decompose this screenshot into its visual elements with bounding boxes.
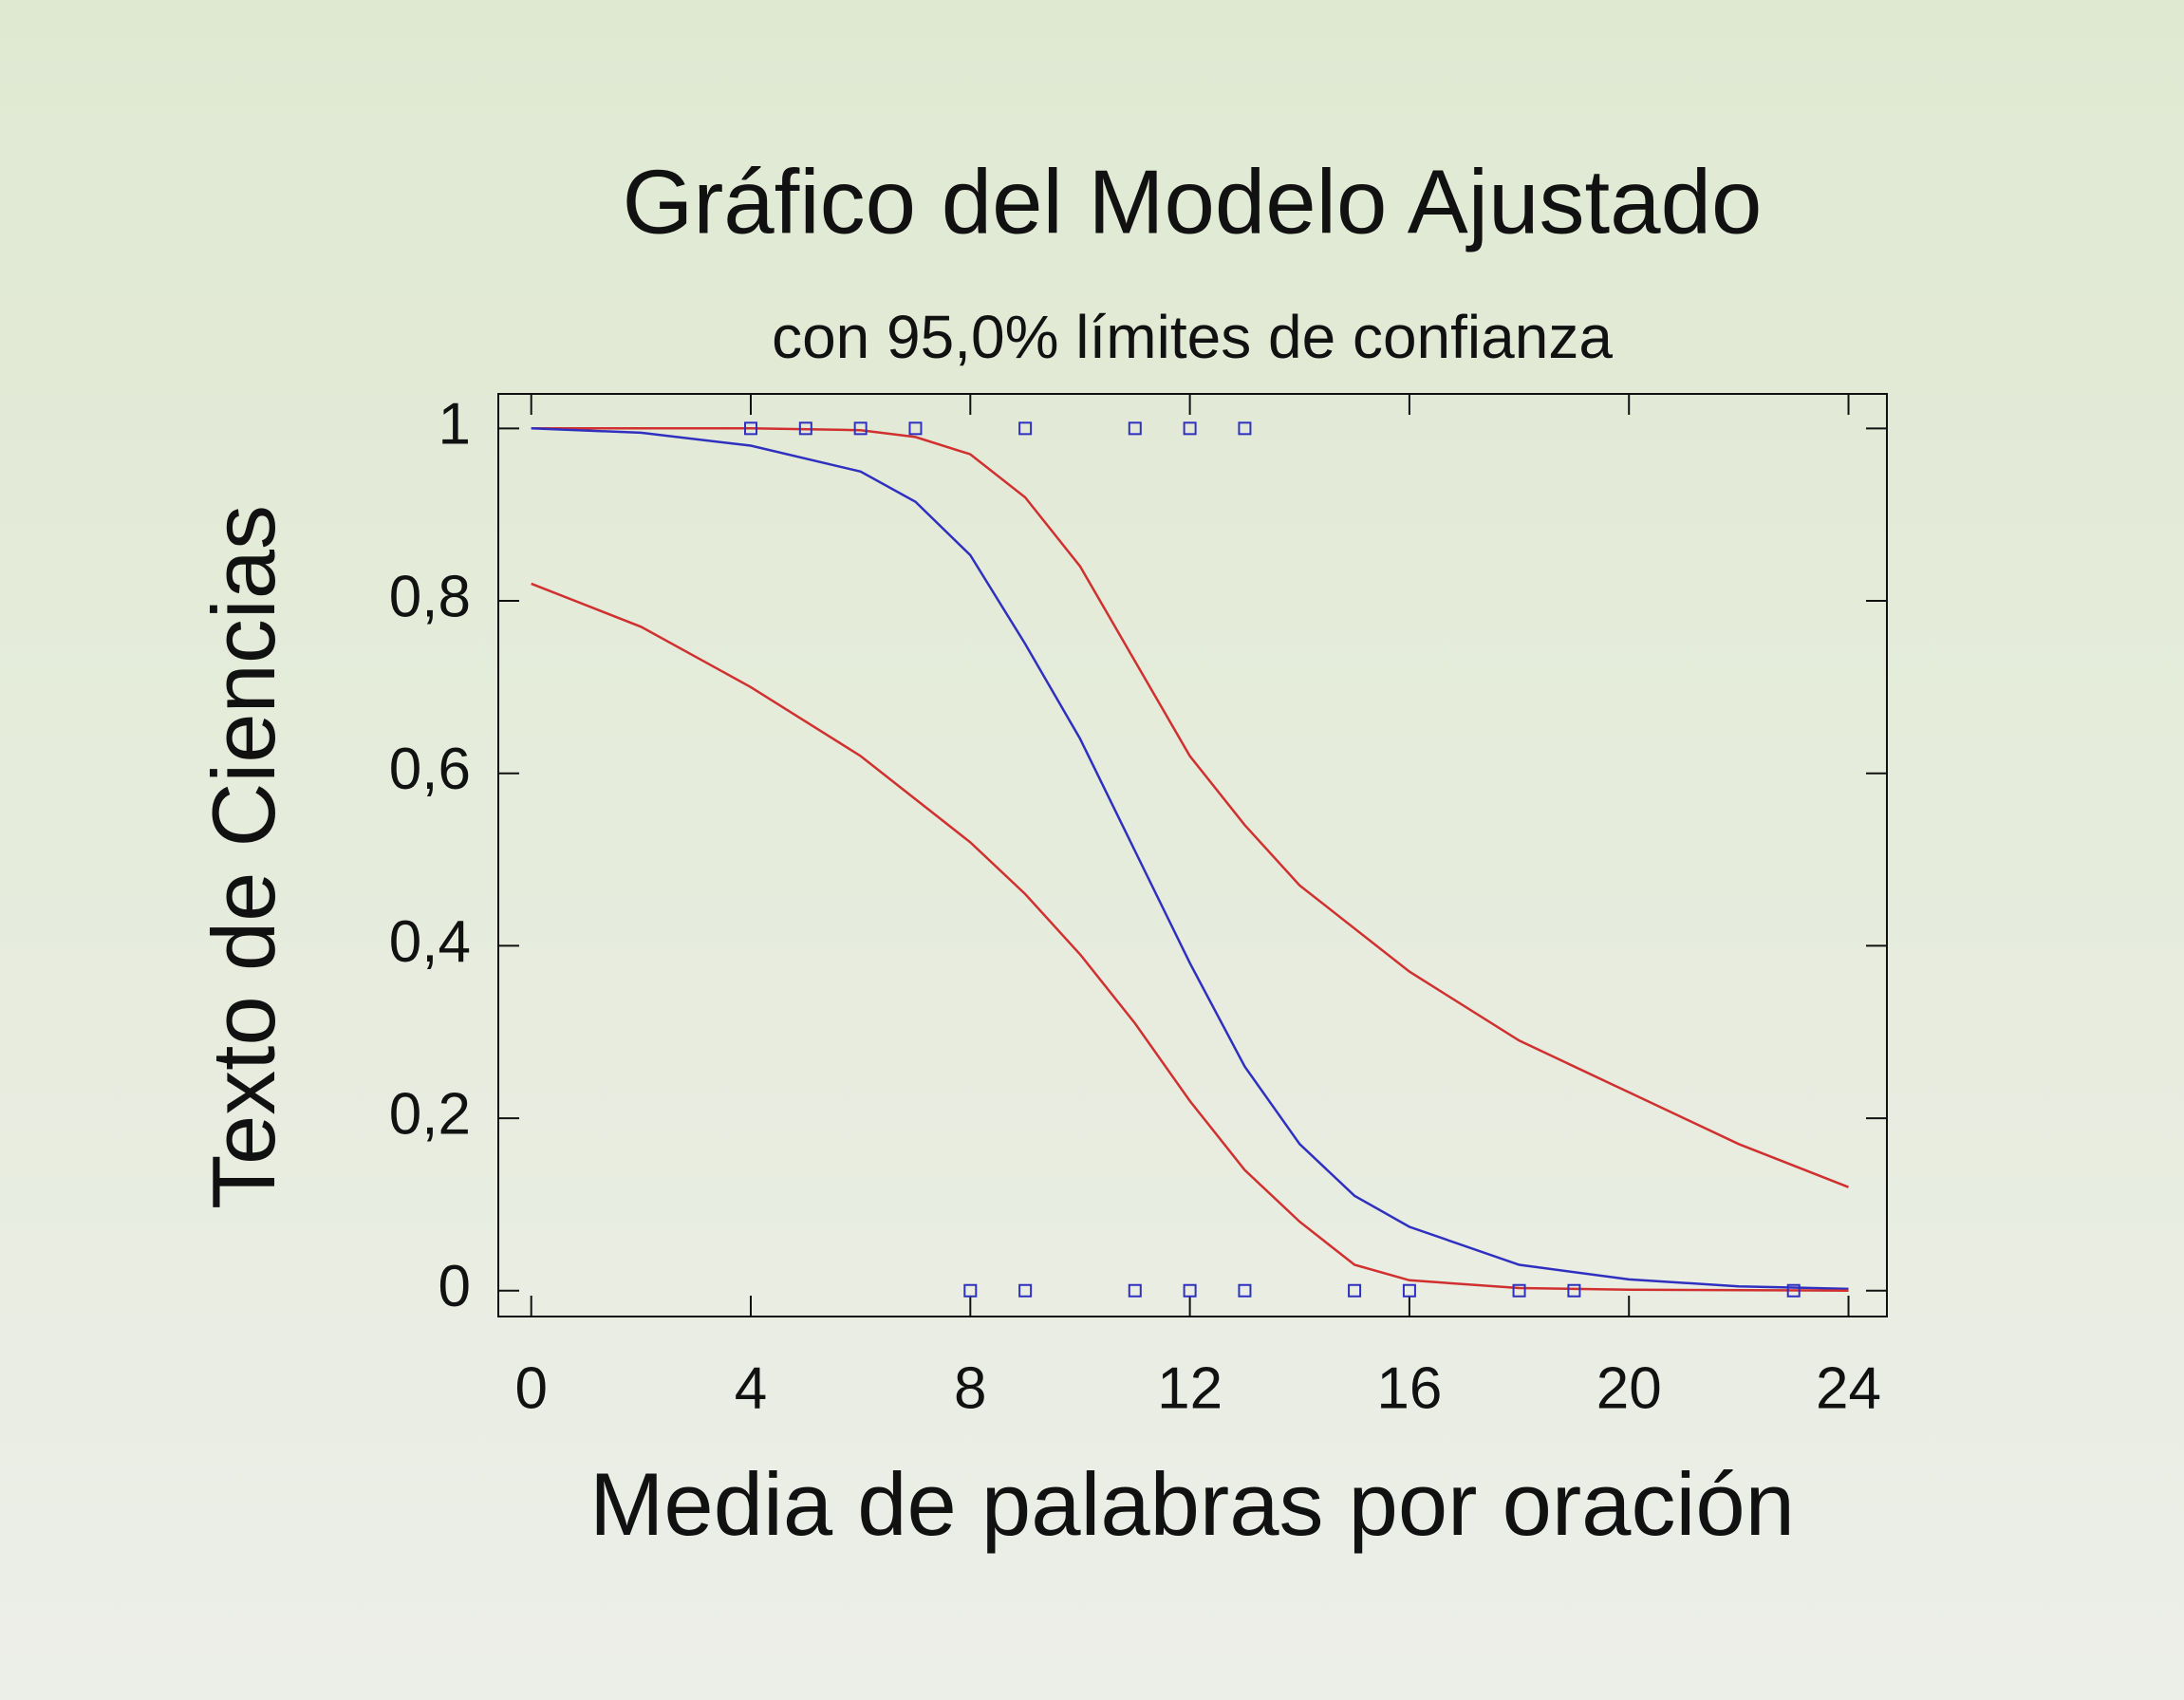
curve bbox=[531, 582, 1849, 1292]
y-tick-label: 0,2 bbox=[389, 1081, 471, 1147]
x-tick-label: 24 bbox=[1816, 1355, 1881, 1421]
point bbox=[1512, 1283, 1526, 1298]
x-tick-label: 0 bbox=[514, 1355, 547, 1421]
point bbox=[963, 1283, 978, 1298]
point bbox=[1786, 1283, 1801, 1298]
y-tick-label: 0,8 bbox=[389, 564, 471, 629]
y-axis-label: Texto de Ciencias bbox=[194, 505, 293, 1209]
point bbox=[1567, 1283, 1581, 1298]
chart-title: Gráfico del Modelo Ajustado bbox=[623, 151, 1763, 252]
y-tick-label: 0 bbox=[439, 1254, 471, 1319]
point bbox=[1183, 1283, 1197, 1298]
y-tick-label: 0,6 bbox=[389, 737, 471, 802]
point bbox=[798, 421, 812, 436]
curve bbox=[531, 427, 1849, 1291]
chart-subtitle: con 95,0% límites de confianza bbox=[772, 303, 1613, 371]
point bbox=[1238, 1283, 1252, 1298]
point bbox=[1238, 421, 1252, 436]
point bbox=[853, 421, 868, 436]
point bbox=[1402, 1283, 1416, 1298]
point bbox=[1183, 421, 1197, 436]
x-tick-label: 20 bbox=[1596, 1355, 1662, 1421]
x-tick-label: 8 bbox=[954, 1355, 986, 1421]
point bbox=[1128, 1283, 1142, 1298]
plot-frame bbox=[497, 393, 1888, 1317]
point bbox=[1348, 1283, 1362, 1298]
x-tick-label: 12 bbox=[1157, 1355, 1223, 1421]
y-tick-label: 1 bbox=[439, 392, 471, 458]
point bbox=[744, 421, 757, 436]
x-tick-label: 4 bbox=[735, 1355, 767, 1421]
curve bbox=[531, 427, 1849, 1188]
point bbox=[1018, 421, 1033, 436]
x-tick-label: 16 bbox=[1376, 1355, 1442, 1421]
point bbox=[1128, 421, 1142, 436]
y-tick-label: 0,4 bbox=[389, 909, 471, 975]
point bbox=[1018, 1283, 1033, 1298]
x-axis-label: Media de palabras por oración bbox=[589, 1454, 1795, 1554]
point bbox=[908, 421, 923, 436]
